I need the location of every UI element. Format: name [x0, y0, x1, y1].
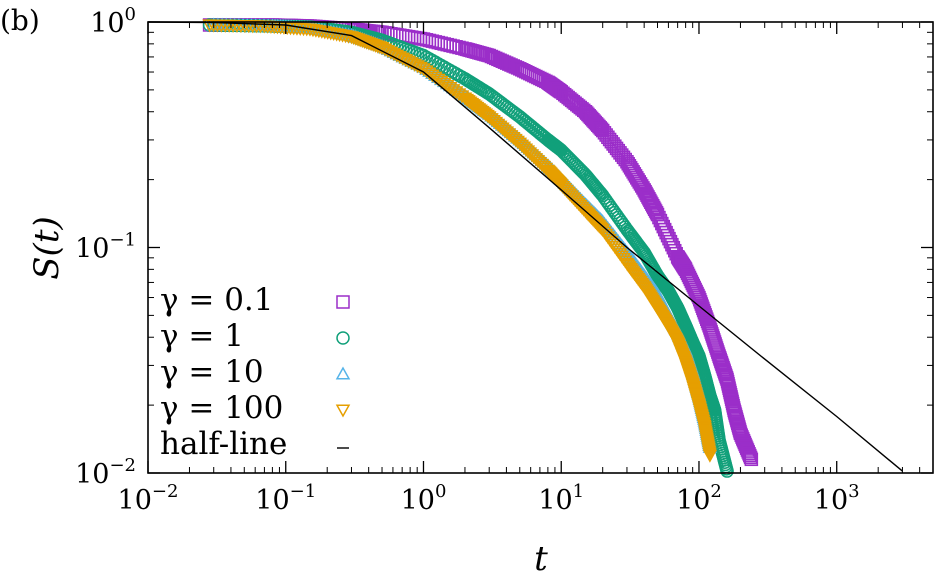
y-axis-title: S(t) — [27, 216, 67, 279]
x-tick-label: 101 — [538, 481, 584, 516]
data-point — [431, 73, 446, 87]
data-point — [744, 452, 759, 467]
data-point — [416, 63, 431, 77]
y-tick-label: 100 — [90, 4, 136, 39]
x-axis-title: t — [534, 539, 548, 575]
y-tick-label: 10−2 — [75, 455, 136, 490]
legend-label: γ = 1 — [160, 318, 244, 354]
plot-area — [147, 17, 903, 478]
legend-marker — [336, 331, 350, 345]
data-point — [448, 86, 464, 100]
legend-marker — [335, 366, 351, 380]
legend-label: half-line — [160, 426, 287, 462]
data-point — [425, 69, 440, 83]
x-tick-label: 10−2 — [118, 481, 179, 516]
data-point — [428, 71, 443, 85]
x-tick-label: 10−1 — [255, 481, 316, 516]
data-point — [743, 448, 757, 463]
data-point — [433, 75, 449, 89]
legend-label: γ = 10 — [160, 354, 264, 390]
x-tick-label: 100 — [401, 481, 447, 516]
legend-label: γ = 0.1 — [160, 282, 274, 318]
legend-label: γ = 100 — [160, 390, 283, 426]
legend-marker — [336, 295, 350, 309]
y-tick-label: 10−1 — [75, 230, 136, 265]
ticks: 10−2 10−1 100 101 102 103 10−2 10−1 100 — [75, 4, 934, 516]
legend-marker — [335, 404, 351, 418]
data-point — [445, 84, 461, 98]
data-point — [439, 79, 455, 94]
series-half-line — [147, 21, 903, 472]
panel-label: (b) — [0, 4, 40, 37]
data-point — [436, 77, 452, 91]
data-point — [743, 450, 758, 465]
data-point — [478, 108, 494, 122]
data-point — [442, 82, 458, 96]
x-tick-label: 102 — [676, 481, 722, 516]
half-line-curve — [147, 21, 903, 472]
series-100 — [202, 19, 718, 463]
data-point — [702, 449, 718, 463]
x-tick-label: 103 — [814, 481, 860, 516]
data-point — [720, 464, 734, 478]
